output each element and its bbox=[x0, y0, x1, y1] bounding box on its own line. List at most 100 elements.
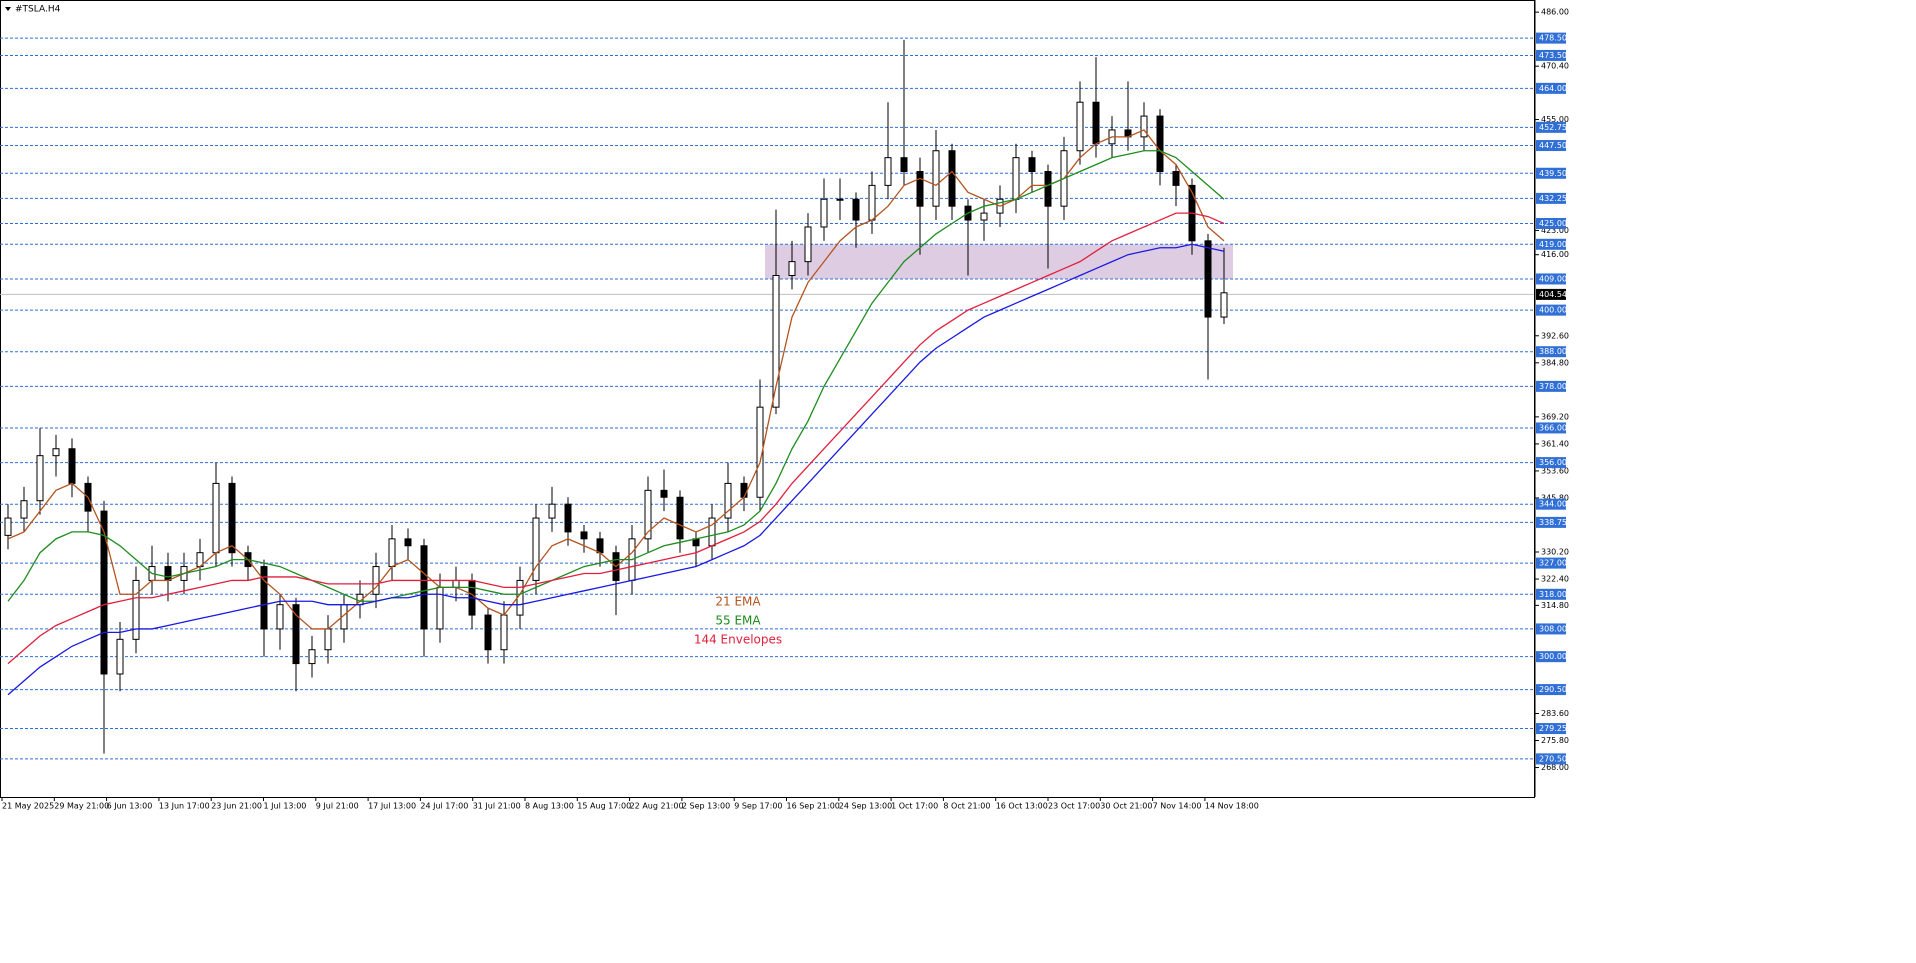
y-tick-label: 275.80 bbox=[1541, 736, 1569, 745]
x-tick-label: 7 Nov 14:00 bbox=[1153, 802, 1202, 811]
candle-body bbox=[212, 482, 220, 554]
x-tick-label: 15 Aug 17:00 bbox=[577, 802, 631, 811]
level-label: 409.00 bbox=[1539, 274, 1567, 283]
x-tick-label: 2 Sep 13:00 bbox=[682, 802, 730, 811]
plot-frame bbox=[0, 0, 1535, 798]
level-label: 464.00 bbox=[1539, 84, 1567, 93]
x-tick-label: 14 Nov 18:00 bbox=[1205, 802, 1259, 811]
candle-body bbox=[308, 649, 316, 665]
x-tick-label: 16 Oct 13:00 bbox=[996, 802, 1048, 811]
level-label: 318.00 bbox=[1539, 590, 1567, 599]
menu-arrow[interactable] bbox=[5, 7, 11, 11]
level-label-box bbox=[1536, 273, 1566, 285]
candle-body bbox=[916, 171, 924, 207]
candle-body bbox=[1092, 101, 1100, 145]
candle-body bbox=[660, 489, 668, 498]
candle-body bbox=[1028, 157, 1036, 173]
candle-body bbox=[868, 184, 876, 221]
price-label: 404.54 bbox=[1539, 290, 1567, 299]
candle-body bbox=[1140, 115, 1148, 138]
candle-body bbox=[932, 150, 940, 207]
candle-body bbox=[4, 517, 12, 536]
x-tick-label: 9 Jul 21:00 bbox=[316, 802, 359, 811]
level-label-box bbox=[1536, 346, 1566, 358]
x-tick-label: 1 Oct 17:00 bbox=[891, 802, 938, 811]
y-tick-label: 361.40 bbox=[1541, 439, 1569, 448]
candle-body bbox=[1172, 171, 1180, 186]
candle-body bbox=[980, 212, 988, 221]
candle-body bbox=[708, 517, 716, 547]
y-tick-label: 470.40 bbox=[1541, 62, 1569, 71]
indicator-line bbox=[7, 212, 1225, 665]
indicator-line bbox=[7, 150, 1225, 602]
candle-body bbox=[676, 496, 684, 540]
candle-body bbox=[164, 566, 172, 581]
legend-label: 144 Envelopes bbox=[694, 633, 782, 647]
level-label-box bbox=[1536, 723, 1566, 735]
candle-body bbox=[580, 531, 588, 540]
level-label-box bbox=[1536, 238, 1566, 250]
x-tick-label: 17 Jul 13:00 bbox=[368, 802, 416, 811]
level-label-box bbox=[1536, 588, 1566, 600]
level-label: 344.00 bbox=[1539, 500, 1567, 509]
level-label-box bbox=[1536, 121, 1566, 133]
candle-body bbox=[52, 448, 60, 457]
y-tick-label: 369.20 bbox=[1541, 412, 1569, 421]
candle-body bbox=[644, 489, 652, 540]
level-label-box bbox=[1536, 623, 1566, 635]
level-label: 308.00 bbox=[1539, 624, 1567, 633]
candle-body bbox=[836, 198, 844, 201]
candle-body bbox=[500, 614, 508, 651]
level-label: 300.00 bbox=[1539, 652, 1567, 661]
candle-body bbox=[900, 157, 908, 173]
candle-body bbox=[724, 482, 732, 519]
level-label-box bbox=[1536, 380, 1566, 392]
x-tick-label: 16 Sep 21:00 bbox=[787, 802, 840, 811]
candle-body bbox=[228, 482, 236, 554]
zone bbox=[765, 244, 1233, 279]
level-label: 356.00 bbox=[1539, 458, 1567, 467]
level-label-box bbox=[1536, 304, 1566, 316]
candle-body bbox=[596, 538, 604, 554]
y-tick-label: 345.80 bbox=[1541, 493, 1569, 502]
x-tick-label: 24 Sep 13:00 bbox=[839, 802, 892, 811]
level-label: 478.50 bbox=[1539, 34, 1567, 43]
level-label: 400.00 bbox=[1539, 306, 1567, 315]
candle-body bbox=[1204, 240, 1212, 318]
level-label: 338.75 bbox=[1539, 518, 1567, 527]
candle-body bbox=[548, 503, 556, 519]
level-label: 366.00 bbox=[1539, 423, 1567, 432]
candle-body bbox=[36, 455, 44, 502]
level-label-box bbox=[1536, 557, 1566, 569]
candle-body bbox=[100, 510, 108, 675]
candle-body bbox=[756, 406, 764, 498]
y-tick-label: 392.60 bbox=[1541, 331, 1569, 340]
candle-body bbox=[1220, 292, 1228, 318]
x-tick-label: 24 Jul 17:00 bbox=[420, 802, 468, 811]
indicator-line bbox=[7, 129, 1225, 630]
y-tick-label: 283.60 bbox=[1541, 709, 1569, 718]
candle-body bbox=[564, 503, 572, 533]
candle-body bbox=[68, 448, 76, 484]
candle-body bbox=[372, 566, 380, 595]
candle-body bbox=[948, 150, 956, 207]
level-label-box bbox=[1536, 167, 1566, 179]
price-label-box bbox=[1536, 288, 1566, 300]
candle-body bbox=[20, 500, 28, 519]
candle-body bbox=[532, 517, 540, 581]
level-label: 327.00 bbox=[1539, 559, 1567, 568]
x-tick-label: 23 Oct 17:00 bbox=[1048, 802, 1100, 811]
candle-body bbox=[740, 482, 748, 498]
x-tick-label: 8 Aug 13:00 bbox=[525, 802, 574, 811]
level-label-box bbox=[1536, 498, 1566, 510]
level-label: 419.00 bbox=[1539, 240, 1567, 249]
candle-body bbox=[788, 261, 796, 276]
y-tick-label: 416.00 bbox=[1541, 250, 1569, 259]
y-tick-label: 384.80 bbox=[1541, 358, 1569, 367]
candle-body bbox=[116, 638, 124, 675]
x-tick-label: 29 May 21:00 bbox=[54, 802, 109, 811]
candle-body bbox=[276, 604, 284, 630]
level-label: 432.25 bbox=[1539, 194, 1567, 203]
candle-body bbox=[132, 579, 140, 640]
